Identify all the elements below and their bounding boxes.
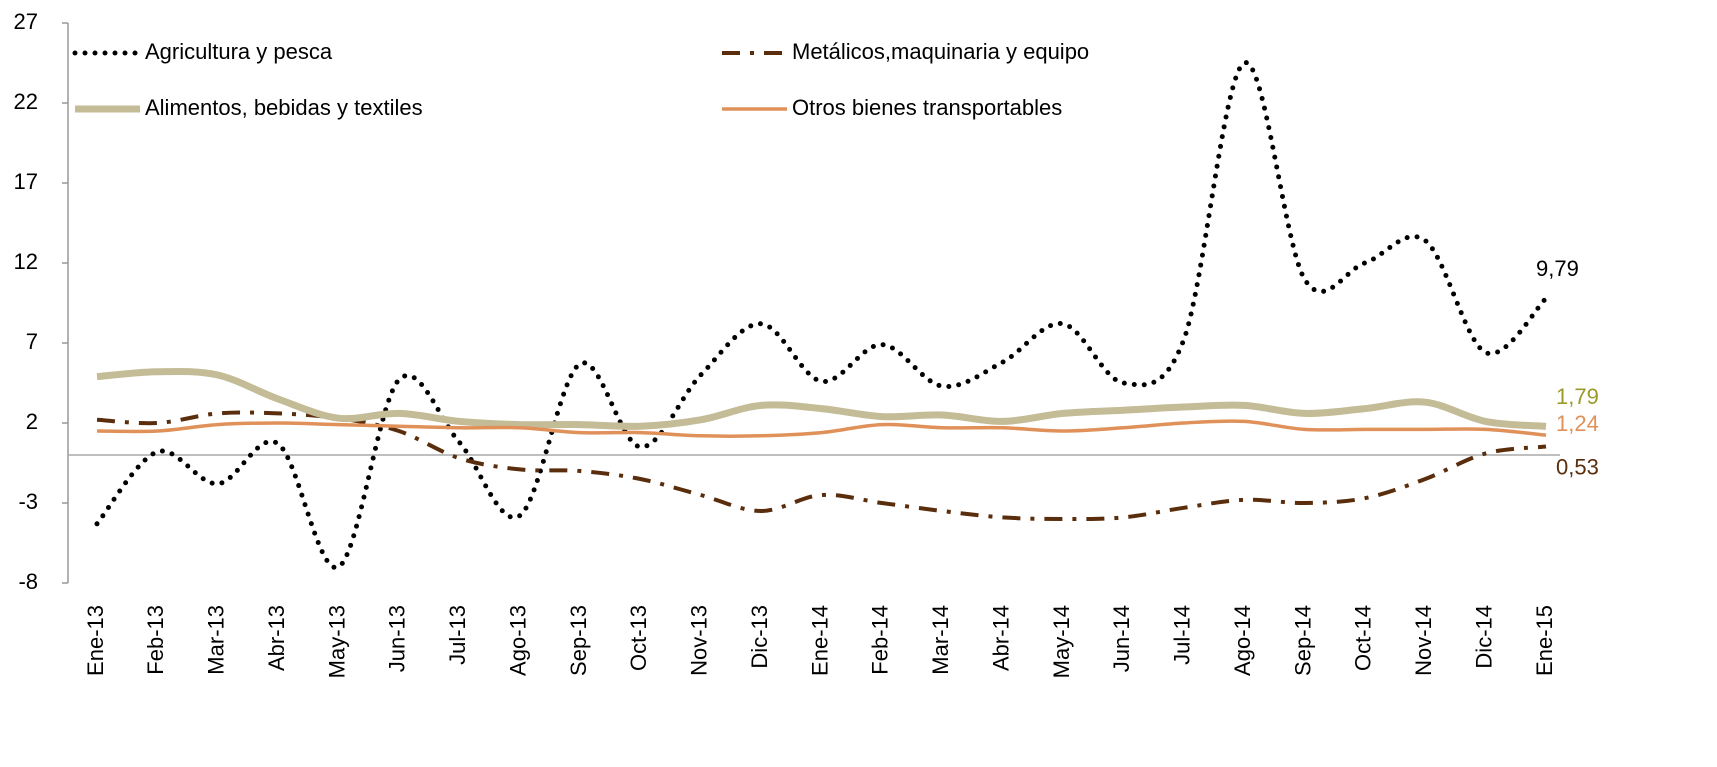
x-tick-label: Jul-14 xyxy=(1170,605,1195,665)
data-label: 1,79 xyxy=(1556,384,1599,409)
x-tick-label: Oct-13 xyxy=(626,605,651,671)
series-line xyxy=(94,60,1549,570)
x-tick-label: Ene-15 xyxy=(1532,605,1557,676)
x-tick-label: Ago-14 xyxy=(1230,605,1255,676)
legend-label: Agricultura y pesca xyxy=(145,39,333,64)
x-tick-label: Nov-14 xyxy=(1411,605,1436,676)
x-tick-label: Nov-13 xyxy=(687,605,712,676)
x-tick-label: Jun-13 xyxy=(385,605,410,672)
x-tick-label: Mar-13 xyxy=(204,605,229,675)
y-tick-label: -8 xyxy=(18,569,38,594)
x-tick-label: Jul-13 xyxy=(445,605,470,665)
x-tick-label: Oct-14 xyxy=(1351,605,1376,671)
series-line xyxy=(96,368,1547,430)
x-tick-label: Dic-14 xyxy=(1471,605,1496,669)
series-line xyxy=(96,419,1547,438)
y-tick-label: 17 xyxy=(14,169,38,194)
legend-label: Metálicos,maquinaria y equipo xyxy=(792,39,1089,64)
x-tick-label: Abr-13 xyxy=(264,605,289,671)
data-label: 9,79 xyxy=(1536,256,1579,281)
x-tick-label: Ago-13 xyxy=(505,605,530,676)
y-tick-label: 27 xyxy=(14,9,38,34)
y-tick-label: -3 xyxy=(18,489,38,514)
x-tick-label: Dic-13 xyxy=(747,605,772,669)
x-tick-label: Ene-13 xyxy=(83,605,108,676)
legend-label: Otros bienes transportables xyxy=(792,95,1062,120)
x-tick-label: Ene-14 xyxy=(807,605,832,676)
y-tick-label: 12 xyxy=(14,249,38,274)
data-label: 1,24 xyxy=(1556,411,1599,436)
x-tick-label: Jun-14 xyxy=(1109,605,1134,672)
y-tick-label: 22 xyxy=(14,89,38,114)
x-tick-label: Abr-14 xyxy=(988,605,1013,671)
x-tick-label: Mar-14 xyxy=(928,605,953,675)
x-tick-label: May-14 xyxy=(1049,605,1074,678)
x-tick-label: Feb-13 xyxy=(143,605,168,675)
series-line xyxy=(96,410,1547,522)
y-tick-label: 7 xyxy=(26,329,38,354)
y-tick-label: 2 xyxy=(26,409,38,434)
data-label: 0,53 xyxy=(1556,454,1599,479)
x-tick-label: Sep-14 xyxy=(1290,605,1315,676)
legend-label: Alimentos, bebidas y textiles xyxy=(145,95,423,120)
x-tick-label: Feb-14 xyxy=(868,605,893,675)
x-tick-label: Sep-13 xyxy=(566,605,591,676)
x-tick-label: May-13 xyxy=(324,605,349,678)
